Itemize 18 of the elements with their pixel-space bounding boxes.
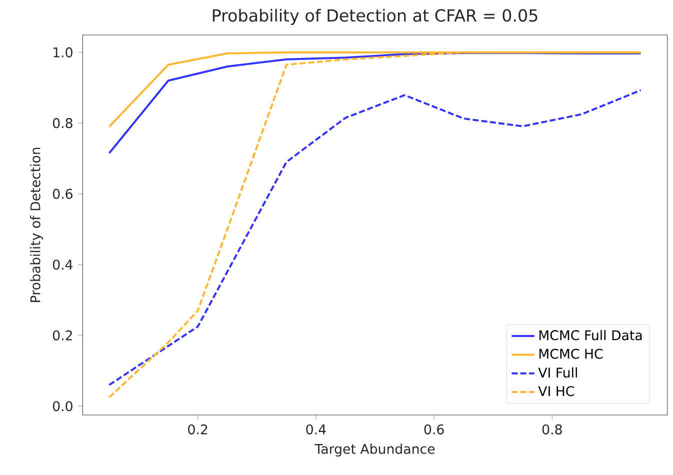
y-axis-title: Probability of Detection xyxy=(30,148,43,302)
line-series xyxy=(108,52,642,154)
y-tick-label: 1.0 xyxy=(54,47,72,58)
chart-title: Probability of Detection at CFAR = 0.05 xyxy=(212,8,538,25)
x-tick-label: 0.4 xyxy=(306,424,326,434)
legend-label: MCMC Full Data xyxy=(539,330,642,340)
y-tick-label: 0.4 xyxy=(52,260,73,270)
x-axis-title: Target Abundance xyxy=(314,444,435,457)
y-tick-label: 0.8 xyxy=(52,118,72,128)
x-tick-label: 0.2 xyxy=(188,424,208,434)
x-tick-label: 0.8 xyxy=(542,424,562,434)
x-tick-label: 0.6 xyxy=(424,424,444,434)
legend-label: VI HC xyxy=(538,386,574,396)
y-tick-label: 0.2 xyxy=(52,330,72,340)
y-tick-label: 0.0 xyxy=(52,401,72,412)
legend-label: VI Full xyxy=(538,367,577,378)
legend-label: MCMC HC xyxy=(539,348,603,359)
y-tick-label: 0.6 xyxy=(52,188,72,199)
